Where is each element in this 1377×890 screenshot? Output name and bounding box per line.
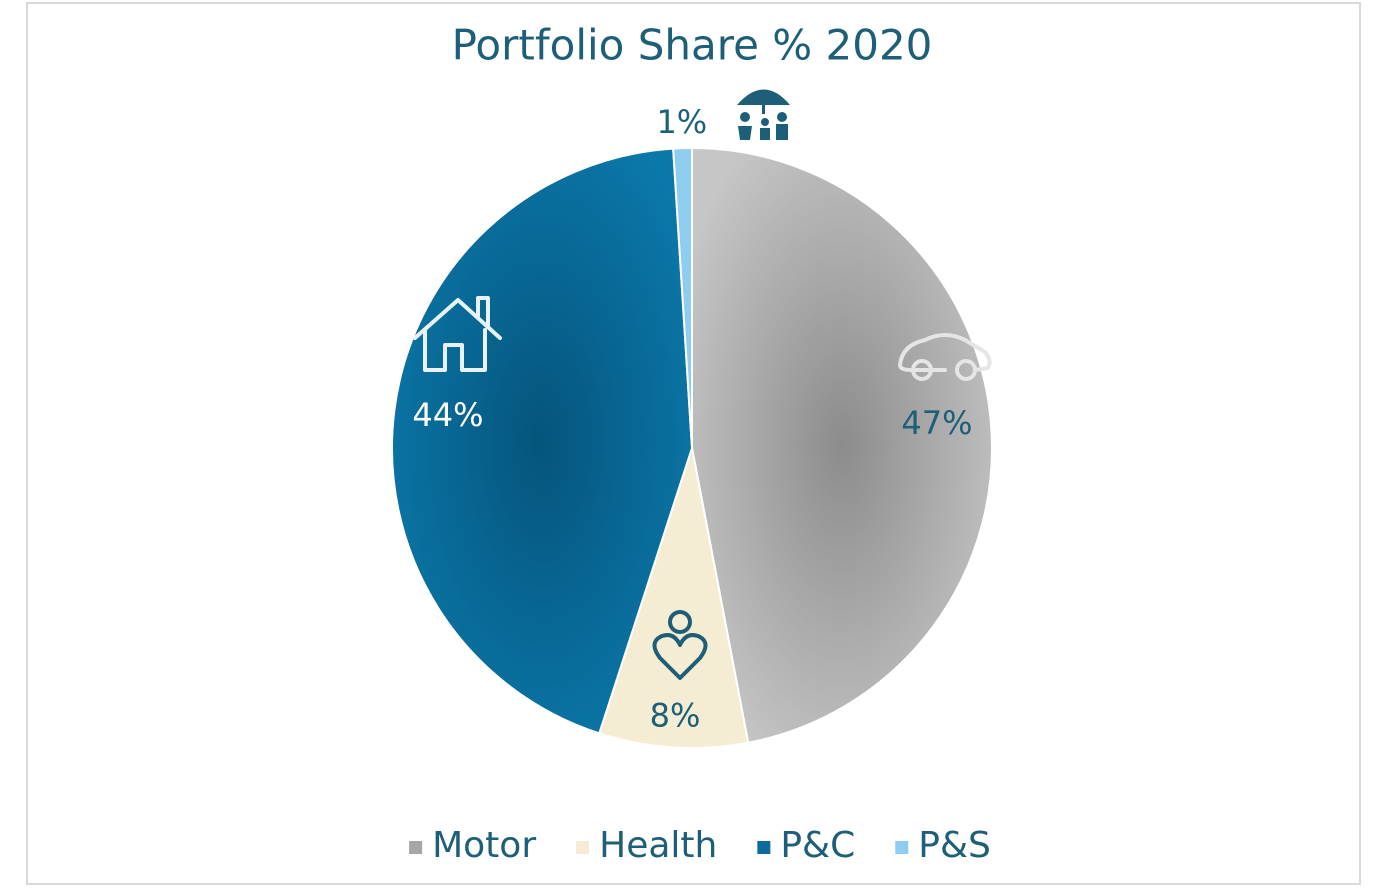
legend-label: P&S — [918, 825, 991, 866]
legend-label: P&C — [780, 825, 855, 866]
pie — [391, 146, 993, 749]
family-icon — [737, 89, 790, 140]
value-label: 1% — [656, 103, 707, 141]
pie-slice — [391, 147, 694, 735]
pie-slice — [691, 146, 993, 744]
health-icon — [652, 610, 708, 680]
legend: Motor Health P&C P&S — [409, 825, 991, 866]
value-label: 44% — [412, 396, 483, 434]
legend-label: Motor — [432, 825, 536, 866]
chart-title: Portfolio Share % 2020 — [452, 21, 933, 70]
legend-swatch — [576, 841, 590, 854]
legend-swatch — [757, 841, 771, 854]
car-icon — [898, 333, 992, 381]
legend-label: Health — [599, 825, 717, 866]
value-label: 47% — [901, 404, 972, 442]
pie-slice — [672, 146, 693, 449]
value-label: 8% — [650, 696, 701, 734]
legend-swatch — [895, 841, 909, 854]
value-labels: 47% 8% 44% 1% — [412, 103, 972, 734]
legend-swatch — [409, 841, 423, 854]
house-icon — [413, 296, 502, 372]
pie-slice — [598, 447, 750, 749]
